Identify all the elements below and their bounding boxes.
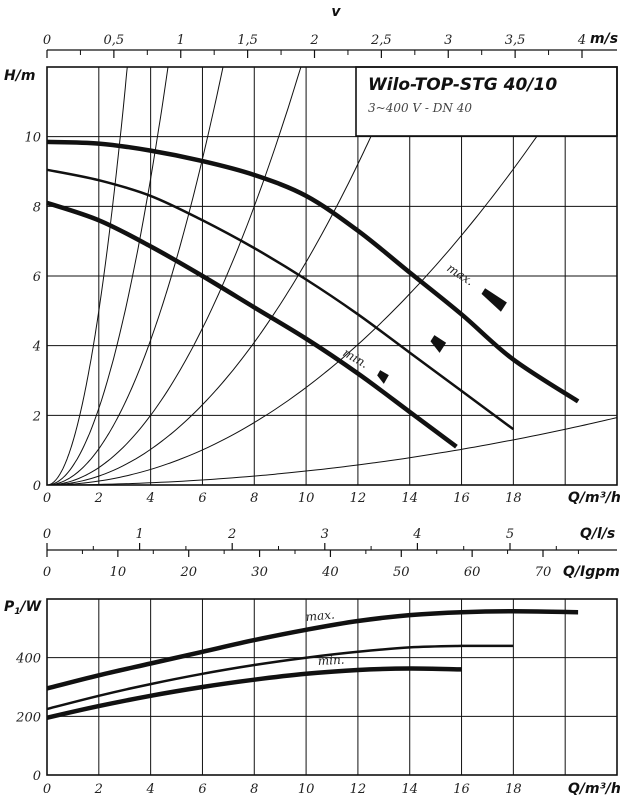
ls-tick-label: 5 [506,527,514,542]
igpm-tick-label: 10 [110,565,127,580]
x-tick-label: 0 [43,491,51,506]
x-tick-label: 14 [401,491,418,506]
power-x-tick-label: 16 [453,782,470,797]
system-curve [46,66,224,486]
power-x-tick-label: 6 [198,782,206,797]
ls-tick-label: 2 [227,527,236,542]
power-x-tick-label: 18 [505,782,522,797]
speed-marker [377,370,389,384]
power-x-tick-label: 8 [250,782,258,797]
power-x-tick-label: 0 [43,782,51,797]
power-x-tick-label: 4 [145,782,154,797]
chart-subtitle: 3~400 V - DN 40 [368,101,472,115]
head-chart: Wilo-TOP-STG 40/103~400 V - DN 40max.min… [4,66,620,506]
power-label-max: max. [305,608,335,624]
flow-conversion-axes: 0 1 2 3 4 5 Q/l/s 0 10 20 30 40 50 60 70 Q/Igpm [43,526,620,580]
power-y-tick-label: 200 [15,710,41,725]
power-x-tick-label: 10 [298,782,315,797]
velocity-axis-label: v [331,4,341,20]
x-axis-unit: Q/m³/h [568,490,620,506]
system-curve [46,66,302,486]
speed-marker [481,288,507,312]
x-tick-label: 6 [198,491,206,506]
power-label-min: min. [317,653,344,668]
x-tick-label: 18 [505,491,522,506]
power-plot-frame [46,598,618,776]
power-y-tick-label: 0 [33,769,41,784]
x-tick-label: 4 [145,491,154,506]
power-curve [46,644,514,711]
x-tick-label: 16 [453,491,470,506]
velocity-tick-label: 4 [577,33,586,48]
y-tick-label: 6 [33,270,41,285]
x-tick-label: 10 [298,491,315,506]
x-tick-label: 12 [350,491,367,506]
y-tick-label: 8 [33,200,41,215]
system-curve [47,417,618,486]
ls-tick-label: 3 [321,527,329,542]
x-tick-label: 2 [94,491,103,506]
velocity-axis: 0 0,5 1 1,5 2 2,5 3 3,5 4 v m/s [43,4,618,58]
ls-axis-unit: Q/l/s [580,526,615,542]
igpm-tick-label: 20 [179,565,197,580]
head-curve [46,200,458,449]
power-curve [46,666,462,720]
igpm-tick-label: 70 [535,565,552,580]
system-curve [46,66,584,486]
velocity-tick-label: 1,5 [237,33,258,48]
speed-marker [430,335,447,353]
igpm-tick-label: 0 [43,565,51,580]
velocity-tick-label: 3 [444,33,452,48]
velocity-tick-label: 2,5 [370,33,392,48]
y-tick-label: 4 [32,340,41,355]
power-x-axis-unit: Q/m³/h [568,781,620,797]
power-y-axis-unit: P1/W [4,599,42,617]
velocity-tick-label: 1 [177,33,185,48]
power-chart: max. min. 0 200 400 P1/W 0 2 4 6 8 10 12 14 16 18 Q/m³/h [4,598,620,797]
ls-tick-label: 0 [43,527,51,542]
y-axis-unit: H/m [4,68,35,84]
velocity-tick-label: 2 [309,33,318,48]
power-x-tick-label: 14 [401,782,418,797]
igpm-tick-label: 60 [464,565,481,580]
y-tick-label: 0 [33,479,41,494]
plot-frame [46,66,618,486]
igpm-tick-label: 50 [393,565,410,580]
velocity-tick-label: 3,5 [505,33,526,48]
igpm-tick-label: 30 [251,565,268,580]
y-tick-label: 2 [32,409,41,424]
chart-title: Wilo-TOP-STG 40/10 [368,75,557,95]
ls-tick-label: 1 [135,527,143,542]
power-x-tick-label: 2 [94,782,103,797]
system-curve [46,66,128,486]
power-y-tick-label: 400 [15,652,41,667]
ls-tick-label: 4 [412,527,421,542]
y-tick-label: 10 [24,131,41,146]
x-tick-label: 8 [250,491,258,506]
igpm-tick-label: 40 [321,565,339,580]
velocity-tick-label: 0 [43,33,51,48]
velocity-tick-label: 0,5 [104,33,125,48]
system-curve [46,66,403,486]
igpm-axis-unit: Q/Igpm [563,564,620,580]
power-curve [46,609,579,691]
curve-label-max: max. [444,261,476,289]
head-curve [46,168,515,431]
power-x-tick-label: 12 [350,782,367,797]
head-curve [46,139,580,404]
velocity-axis-unit: m/s [590,31,618,47]
title-box [355,66,618,137]
